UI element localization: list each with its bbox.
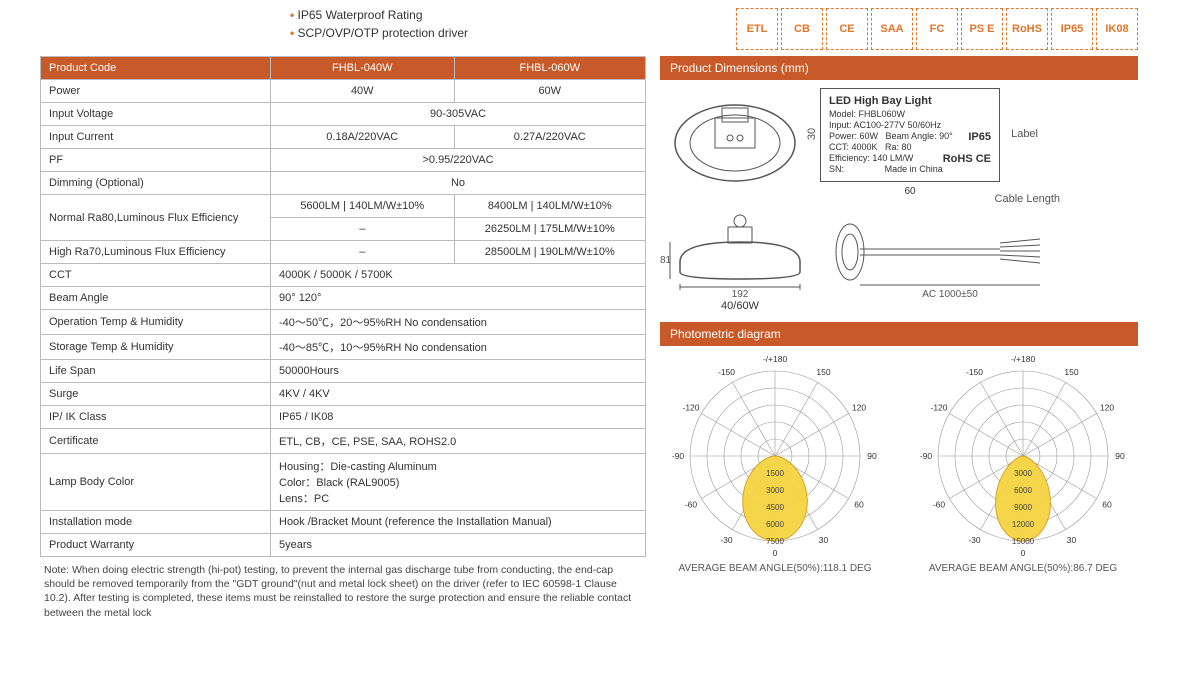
avg-beam-left: AVERAGE BEAM ANGLE(50%):118.1 DEG: [660, 563, 890, 574]
dimensions-area: LED High Bay Light Model: FHBL060W Input…: [660, 88, 1138, 312]
svg-text:90: 90: [867, 451, 877, 461]
svg-text:-30: -30: [968, 535, 981, 545]
table-row: Lamp Body ColorHousing：Die-casting Alumi…: [41, 454, 646, 511]
svg-text:-150: -150: [966, 367, 983, 377]
cert-icon: IP65: [1051, 8, 1093, 50]
svg-text:6000: 6000: [766, 520, 784, 529]
svg-text:150: 150: [816, 367, 830, 377]
svg-text:1500: 1500: [766, 469, 784, 478]
svg-text:60: 60: [1102, 500, 1112, 510]
svg-text:0: 0: [1021, 548, 1026, 558]
svg-text:-/+180: -/+180: [1011, 354, 1036, 364]
feature-item: SCP/OVP/OTP protection driver: [290, 26, 468, 40]
section-dimensions: Product Dimensions (mm): [660, 56, 1138, 80]
polar-chart-left-icon: 1500 3000 4500 6000 7500 -/+180 150 120 90 60 30 0 -…: [660, 354, 890, 559]
table-row: CertificateETL, CB，CE, PSE, SAA, ROHS2.0: [41, 429, 646, 454]
table-row: Dimming (Optional)No: [41, 172, 646, 195]
svg-text:-90: -90: [920, 451, 933, 461]
svg-text:12000: 12000: [1012, 520, 1035, 529]
svg-text:4500: 4500: [766, 503, 784, 512]
dim-cable-icon: AC 1000±50: [830, 207, 1050, 297]
header-col2: FHBL-060W: [454, 57, 646, 80]
table-row: Input Voltage90-305VAC: [41, 103, 646, 126]
polar-chart-right-icon: 3000 6000 9000 12000 15000 -/+180 150 120 90 60 30…: [908, 354, 1138, 559]
svg-text:120: 120: [1100, 403, 1114, 413]
header-col1: FHBL-040W: [271, 57, 455, 80]
cert-icon: SAA: [871, 8, 913, 50]
svg-text:90: 90: [1115, 451, 1125, 461]
svg-text:3000: 3000: [1014, 469, 1032, 478]
feature-item: IP65 Waterproof Rating: [290, 8, 468, 22]
svg-text:-90: -90: [672, 451, 685, 461]
section-photometric: Photometric diagram: [660, 322, 1138, 346]
feature-list: IP65 Waterproof Rating SCP/OVP/OTP prote…: [40, 8, 468, 44]
svg-text:15000: 15000: [1012, 537, 1035, 546]
cert-icon: PS E: [961, 8, 1003, 50]
svg-text:-60: -60: [685, 500, 698, 510]
cert-icon: IK08: [1096, 8, 1138, 50]
avg-beam-right: AVERAGE BEAM ANGLE(50%):86.7 DEG: [908, 563, 1138, 574]
table-row: Operation Temp & Humidity-40～50℃，20～95%R…: [41, 310, 646, 335]
table-row: Product Warranty5years: [41, 534, 646, 557]
svg-text:30: 30: [819, 535, 829, 545]
table-row: High Ra70,Luminous Flux Efficiency–28500…: [41, 241, 646, 264]
svg-text:81: 81: [660, 255, 672, 266]
table-row: IP/ IK ClassIP65 / IK08: [41, 406, 646, 429]
svg-text:AC 1000±50: AC 1000±50: [922, 289, 978, 297]
svg-text:-120: -120: [682, 403, 699, 413]
svg-text:120: 120: [852, 403, 866, 413]
table-row: Power40W60W: [41, 80, 646, 103]
cert-icon: CB: [781, 8, 823, 50]
svg-text:0: 0: [773, 548, 778, 558]
svg-text:-150: -150: [718, 367, 735, 377]
svg-text:6000: 6000: [1014, 486, 1032, 495]
cert-icon: ETL: [736, 8, 778, 50]
dim-side-view-icon: 192 81: [660, 207, 820, 297]
svg-text:150: 150: [1064, 367, 1078, 377]
svg-text:3000: 3000: [766, 486, 784, 495]
header-product-code: Product Code: [41, 57, 271, 80]
svg-text:-30: -30: [720, 535, 733, 545]
cert-icon: CE: [826, 8, 868, 50]
svg-text:-120: -120: [930, 403, 947, 413]
table-row: CCT4000K / 5000K / 5700K: [41, 264, 646, 287]
svg-text:60: 60: [854, 500, 864, 510]
svg-text:-60: -60: [933, 500, 946, 510]
table-row: Input Current0.18A/220VAC0.27A/220VAC: [41, 126, 646, 149]
label-caption: Label: [1011, 128, 1038, 140]
photometric-area: 15003000450060007500-/+1801501209060300-…: [660, 354, 1138, 574]
dim-top-view-icon: [660, 88, 810, 188]
svg-text:192: 192: [732, 289, 749, 297]
svg-text:7500: 7500: [766, 537, 784, 546]
table-row: PF>0.95/220VAC: [41, 149, 646, 172]
table-row: Storage Temp & Humidity-40～85℃，10～95%RH …: [41, 335, 646, 360]
note-text: Note: When doing electric strength (hi-p…: [40, 563, 646, 620]
spec-table: Product Code FHBL-040W FHBL-060W Power40…: [40, 56, 646, 557]
cert-icon: FC: [916, 8, 958, 50]
table-row: Installation modeHook /Bracket Mount (re…: [41, 511, 646, 534]
table-row: Beam Angle90° 120°: [41, 287, 646, 310]
svg-text:9000: 9000: [1014, 503, 1032, 512]
table-row: Normal Ra80,Luminous Flux Efficiency5600…: [41, 195, 646, 218]
product-label-box: LED High Bay Light Model: FHBL060W Input…: [820, 88, 1000, 182]
svg-text:-/+180: -/+180: [763, 354, 788, 364]
table-row: Surge4KV / 4KV: [41, 383, 646, 406]
cert-icons: ETLCBCESAAFCPS ERoHSIP65IK08: [736, 8, 1138, 50]
svg-text:30: 30: [1067, 535, 1077, 545]
cert-icon: RoHS: [1006, 8, 1048, 50]
table-row: Life Span50000Hours: [41, 360, 646, 383]
cable-length-label: Cable Length: [995, 193, 1060, 205]
